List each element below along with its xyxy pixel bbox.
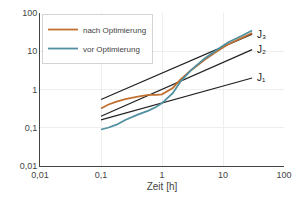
svg-text:10: 10 — [27, 46, 37, 56]
svg-text:vor Optimierung: vor Optimierung — [83, 45, 140, 54]
svg-text:J₃: J₃ — [257, 29, 266, 40]
svg-text:Zeit [h]: Zeit [h] — [147, 181, 178, 192]
svg-text:0,01: 0,01 — [31, 170, 49, 180]
svg-text:J₂: J₂ — [257, 44, 266, 55]
svg-text:1: 1 — [159, 170, 164, 180]
svg-text:0,1: 0,1 — [25, 123, 38, 133]
svg-text:0,1: 0,1 — [95, 170, 108, 180]
svg-text:100: 100 — [22, 8, 37, 18]
svg-text:J₁: J₁ — [257, 72, 266, 83]
svg-text:0,01: 0,01 — [20, 161, 38, 171]
svg-text:100: 100 — [276, 170, 291, 180]
svg-text:10: 10 — [218, 170, 228, 180]
svg-text:1: 1 — [32, 85, 37, 95]
svg-text:nach Optimierung: nach Optimierung — [83, 26, 146, 35]
